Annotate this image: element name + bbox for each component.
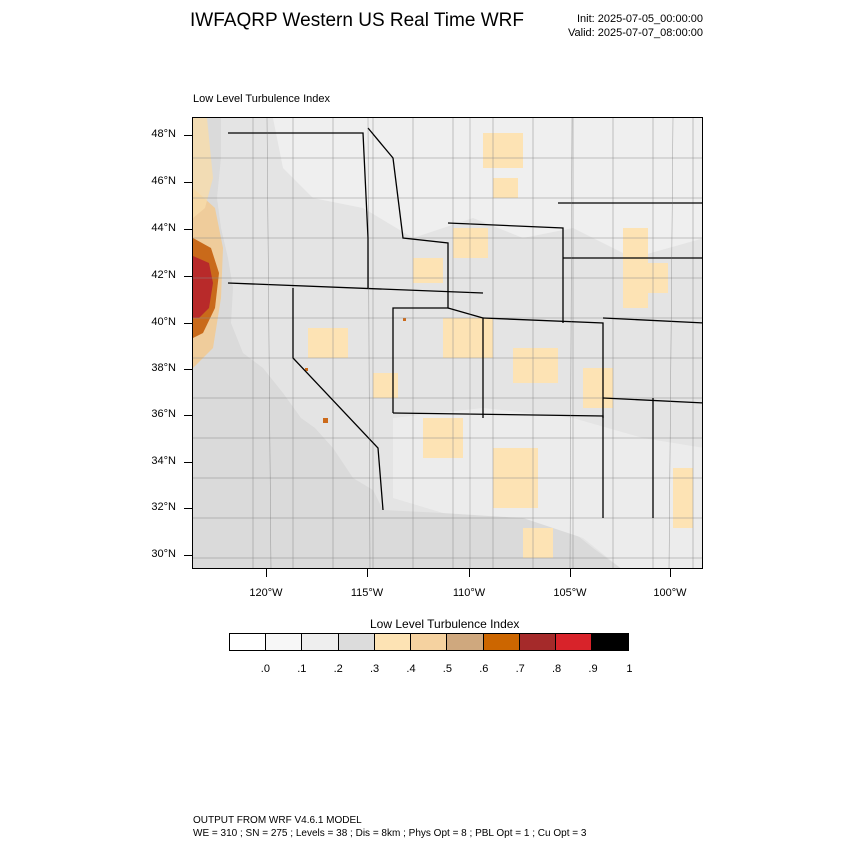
lat-label-30: 30°N: [151, 548, 176, 560]
lat-label-38: 38°N: [151, 362, 176, 374]
light-region-north: [273, 118, 702, 258]
lon-tick: [367, 569, 368, 577]
colorbar-label: .2: [333, 663, 343, 675]
state-boundaries: [227, 127, 702, 518]
lat-label-34: 34°N: [151, 455, 176, 467]
graticule: [266, 118, 674, 568]
lon-label-120: 120°W: [249, 587, 283, 599]
lat-tick: [184, 135, 192, 136]
lat-tick: [184, 415, 192, 416]
colorbar-swatch: [230, 634, 267, 650]
coastal-red-core: [193, 256, 213, 318]
colorbar-label: 1: [626, 663, 633, 675]
lat-tick: [184, 229, 192, 230]
lat-tick: [184, 462, 192, 463]
colorbar-label: .9: [588, 663, 598, 675]
lon-label-110: 110°W: [452, 587, 486, 599]
lat-label-48: 48°N: [151, 128, 176, 140]
colorbar: [229, 633, 630, 651]
colorbar-swatch: [338, 634, 375, 650]
chart-title: IWFAQRP Western US Real Time WRF: [190, 10, 524, 31]
map-canvas: [193, 118, 702, 568]
colorbar-label: .4: [406, 663, 416, 675]
colorbar-swatch: [483, 634, 520, 650]
colorbar-label: .3: [370, 663, 380, 675]
colorbar-swatch: [374, 634, 412, 650]
map-panel: [192, 117, 703, 569]
orange-speckles: [305, 318, 406, 423]
colorbar-label: .1: [297, 663, 307, 675]
colorbar-swatch: [592, 634, 629, 650]
colorbar-swatch: [447, 634, 484, 650]
init-time: Init: 2025-07-05_00:00:00: [577, 13, 703, 25]
colorbar-label: .0: [260, 663, 270, 675]
colorbar-title: Low Level Turbulence Index: [370, 617, 520, 631]
lon-tick: [570, 569, 571, 577]
lat-label-46: 46°N: [151, 175, 176, 187]
lat-tick: [184, 508, 192, 509]
lat-label-44: 44°N: [151, 222, 176, 234]
lon-label-100: 100°W: [653, 587, 687, 599]
lon-tick: [469, 569, 470, 577]
lat-label-42: 42°N: [151, 269, 176, 281]
lat-tick: [184, 323, 192, 324]
lat-tick: [184, 182, 192, 183]
lat-label-36: 36°N: [151, 408, 176, 420]
valid-time: Valid: 2025-07-07_08:00:00: [568, 27, 703, 39]
lat-label-32: 32°N: [151, 501, 176, 513]
footer-model-line: OUTPUT FROM WRF V4.6.1 MODEL: [193, 815, 362, 826]
lon-label-105: 105°W: [553, 587, 587, 599]
lon-tick: [670, 569, 671, 577]
colorbar-swatch: [555, 634, 593, 650]
coastal-light-tan: [193, 118, 213, 218]
colorbar-swatch: [266, 634, 303, 650]
lon-tick: [266, 569, 267, 577]
colorbar-label: .5: [442, 663, 452, 675]
footer-config-line: WE = 310 ; SN = 275 ; Levels = 38 ; Dis …: [193, 828, 587, 839]
lat-tick: [184, 555, 192, 556]
lat-label-40: 40°N: [151, 316, 176, 328]
lat-tick: [184, 369, 192, 370]
map-subtitle: Low Level Turbulence Index: [193, 93, 330, 105]
colorbar-swatch: [302, 634, 339, 650]
colorbar-label: .6: [479, 663, 489, 675]
colorbar-swatch: [411, 634, 448, 650]
colorbar-swatch: [519, 634, 556, 650]
colorbar-label: .8: [552, 663, 562, 675]
lon-label-115: 115°W: [350, 587, 384, 599]
colorbar-label: .7: [515, 663, 525, 675]
lat-tick: [184, 276, 192, 277]
